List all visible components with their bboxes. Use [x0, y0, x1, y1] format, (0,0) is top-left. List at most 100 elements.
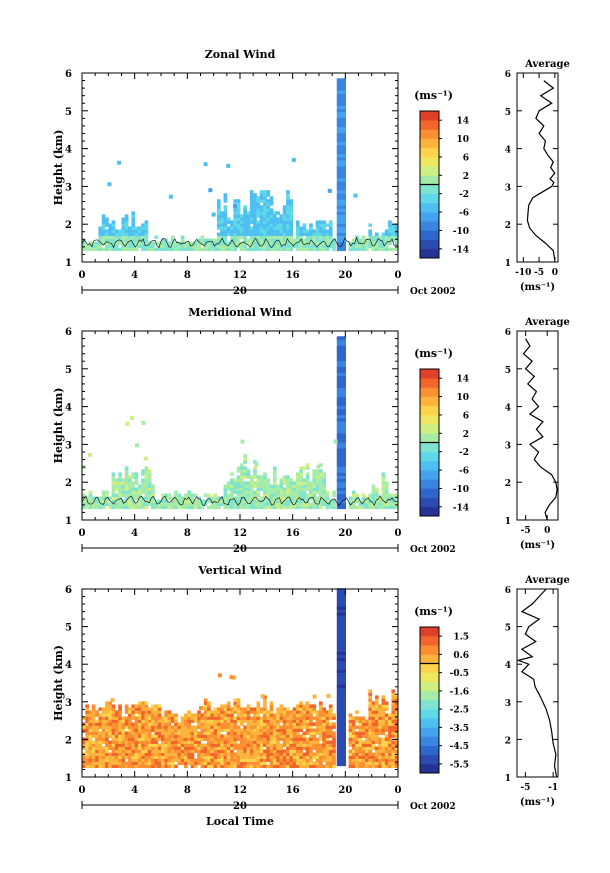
data-cell	[336, 588, 346, 592]
average-frame	[516, 72, 559, 263]
data-cell	[141, 223, 145, 227]
data-cell	[101, 761, 106, 765]
data-cell	[249, 217, 254, 221]
data-cell	[368, 749, 373, 753]
data-cell	[336, 108, 346, 112]
data-cell	[233, 244, 238, 249]
data-cell	[200, 731, 205, 735]
data-cell	[279, 752, 284, 756]
data-cell	[328, 752, 333, 756]
data-cell	[388, 746, 392, 750]
data-cell	[131, 472, 136, 476]
data-cell	[253, 232, 257, 236]
data-cell	[177, 728, 182, 732]
data-cell	[365, 758, 369, 762]
data-cell	[286, 487, 290, 491]
data-cell	[315, 229, 320, 233]
data-cell	[289, 484, 294, 488]
data-cell	[128, 731, 132, 735]
data-cell	[355, 761, 359, 765]
data-cell	[305, 466, 310, 470]
data-cell	[336, 633, 346, 637]
data-cell	[111, 704, 116, 708]
data-cell	[121, 502, 126, 507]
data-cell	[336, 472, 346, 476]
data-cell	[101, 710, 106, 714]
data-cell	[263, 247, 267, 252]
data-cell	[348, 755, 353, 759]
data-cell	[236, 205, 241, 209]
data-cell	[233, 764, 238, 768]
data-cell	[259, 223, 264, 227]
data-cell	[154, 737, 159, 741]
data-cell	[91, 505, 96, 510]
data-cell	[384, 481, 389, 485]
data-cell	[124, 469, 129, 473]
data-cell	[124, 505, 129, 510]
data-cell	[384, 740, 389, 744]
data-cell	[368, 502, 373, 507]
data-cell	[207, 728, 211, 732]
x-tick-label: 0	[79, 785, 86, 796]
data-cell	[336, 684, 346, 688]
data-cell	[220, 755, 224, 759]
data-cell	[295, 496, 300, 500]
data-cell	[200, 713, 205, 717]
data-cell	[197, 496, 201, 500]
data-cell	[147, 502, 152, 507]
colorbar-tick-label: 0.6	[453, 651, 469, 661]
data-cell	[243, 496, 247, 500]
data-cell	[315, 764, 320, 768]
data-cell	[230, 737, 234, 741]
data-cell	[272, 229, 277, 233]
data-cell	[269, 758, 274, 762]
data-cell	[101, 496, 106, 500]
data-cell	[240, 214, 244, 218]
data-cell	[269, 701, 274, 705]
data-cell	[216, 220, 221, 224]
data-cell	[256, 737, 261, 741]
data-cell	[365, 725, 369, 729]
data-cell	[309, 725, 313, 729]
data-cell	[200, 238, 205, 242]
data-cell	[233, 499, 238, 504]
data-cell	[263, 734, 267, 738]
data-cell	[95, 725, 99, 729]
data-cell	[263, 752, 267, 756]
data-cell	[203, 713, 208, 717]
data-cell	[259, 749, 264, 753]
data-cell	[180, 740, 185, 744]
data-cell	[336, 144, 346, 149]
average-title: Average	[524, 575, 570, 586]
data-cell	[210, 752, 215, 756]
data-cell	[309, 244, 313, 249]
average-x-tick-label: -10	[515, 268, 531, 278]
data-cell	[128, 755, 132, 759]
data-cell	[85, 758, 89, 762]
data-cell	[309, 496, 313, 500]
data-cell	[98, 502, 103, 507]
data-cell	[108, 247, 113, 252]
data-cell	[210, 749, 215, 753]
data-cell	[315, 475, 320, 479]
data-cell	[368, 719, 373, 723]
data-cell	[118, 746, 122, 750]
data-cell	[259, 484, 264, 488]
colorbar-tick-label: -2	[459, 448, 469, 458]
data-cell	[305, 758, 310, 762]
data-cell	[253, 229, 257, 233]
data-cell	[147, 484, 152, 488]
data-cell	[351, 752, 356, 756]
data-cell	[180, 746, 185, 750]
data-cell	[243, 499, 247, 504]
data-cell	[220, 496, 224, 500]
data-cell	[174, 499, 178, 504]
data-cell	[266, 193, 271, 197]
data-cell	[246, 220, 251, 224]
data-cell	[85, 716, 89, 720]
data-cell	[253, 238, 257, 242]
data-cell	[259, 217, 264, 221]
data-cell	[82, 493, 86, 497]
data-cell	[164, 722, 168, 726]
data-cell	[374, 701, 379, 705]
